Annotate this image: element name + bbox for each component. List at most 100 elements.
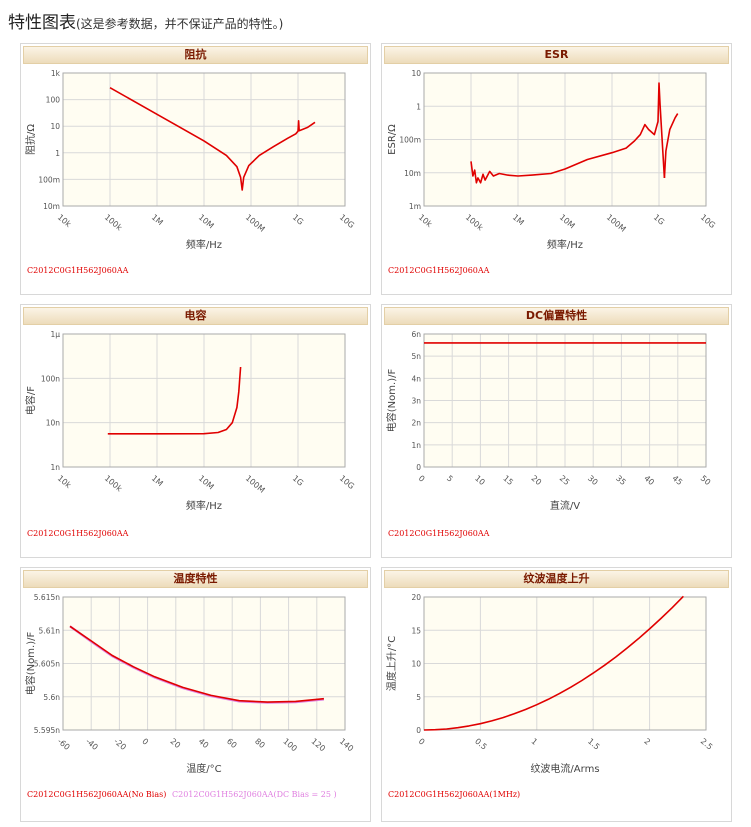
x-tick-label: 10G <box>699 213 717 230</box>
y-tick-label: 0 <box>416 726 421 735</box>
x-tick-label: -40 <box>84 737 100 752</box>
y-tick-label: 1k <box>51 69 61 78</box>
y-tick-label: 100m <box>38 175 60 184</box>
x-tick-label: 10M <box>558 213 577 231</box>
x-tick-label: 40 <box>642 474 656 487</box>
plot-frame <box>62 596 346 731</box>
x-tick-label: 0 <box>417 474 427 484</box>
y-axis-title: 电容(Nom.)/F <box>385 369 398 433</box>
y-tick-label: 6n <box>411 330 421 339</box>
panel-title: 阻抗 <box>23 46 368 64</box>
x-axis-title: 频率/Hz <box>547 238 583 251</box>
y-axis-title: 阻抗/Ω <box>24 124 37 155</box>
page-title-text: 特性图表 <box>8 13 76 33</box>
y-tick-label: 5.6n <box>43 693 60 702</box>
x-tick-label: 20 <box>169 737 183 750</box>
y-axis-title: 电容(Nom.)/F <box>24 632 37 696</box>
x-tick-label: 1G <box>291 474 305 488</box>
y-tick-label: 0 <box>416 463 421 472</box>
y-tick-label: 5.61n <box>39 626 61 635</box>
y-tick-label: 100m <box>399 136 421 145</box>
y-axis-title: 电容/F <box>24 386 37 415</box>
y-tick-label: 4n <box>411 374 421 383</box>
plot-frame <box>423 596 707 731</box>
panel-capacitance: 电容 10k 100k 1M 10M 100M 1G 10G 1n 10n 100n 1μ 频率/Hz… <box>20 304 371 558</box>
panel-title: DC偏置特性 <box>384 307 729 325</box>
x-tick-label: 30 <box>586 474 600 487</box>
x-tick-label: 100M <box>244 213 267 234</box>
x-tick-label: 2.5 <box>699 737 715 752</box>
x-axis-title: 温度/°C <box>186 762 221 775</box>
x-tick-label: 0 <box>140 737 150 747</box>
x-tick-label: 2 <box>642 737 652 747</box>
x-tick-label: 20 <box>530 474 544 487</box>
x-axis-title: 直流/V <box>550 499 580 512</box>
y-tick-label: 15 <box>411 626 421 635</box>
x-tick-label: 120 <box>310 737 327 754</box>
y-tick-label: 10 <box>50 122 60 131</box>
plot-frame <box>423 333 707 468</box>
chart-impedance: 10k 100k 1M 10M 100M 1G 10G 10m 100m 1 10 100 1k 频率/H… <box>24 69 356 251</box>
y-axis-title: 温度上升/°C <box>385 636 398 691</box>
y-tick-label: 5n <box>411 352 421 361</box>
panel-temperature: 温度特性 -60 -40 -20 0 20 40 60 80 100 120 140 5.595n 5.… <box>20 567 371 822</box>
x-tick-label: 1M <box>150 474 165 489</box>
x-tick-label: 1G <box>291 213 305 227</box>
x-tick-label: 10M <box>197 213 216 231</box>
x-tick-label: 25 <box>558 474 572 487</box>
x-tick-label: 140 <box>338 737 355 754</box>
legend-part-number: C2012C0G1H562J060AA <box>388 266 490 275</box>
y-tick-label: 10n <box>46 419 61 428</box>
panel-title: ESR <box>384 46 729 64</box>
x-tick-label: 1G <box>652 213 666 227</box>
x-tick-label: 5 <box>445 474 455 484</box>
x-tick-label: 100k <box>103 213 124 233</box>
x-tick-label: 10k <box>56 474 73 491</box>
chart-dc-bias: 0 5 10 15 20 25 30 35 40 45 50 0 1n 2n 3n 4n 5n 6n 直流/V 电容(… <box>385 330 713 512</box>
y-tick-label: 20 <box>411 593 421 602</box>
series-line <box>107 366 242 435</box>
x-tick-label: 40 <box>197 737 211 750</box>
y-tick-label: 10m <box>43 202 60 211</box>
y-tick-label: 1 <box>416 102 421 111</box>
x-tick-label: 1.5 <box>586 737 602 752</box>
x-axis-title: 频率/Hz <box>186 499 222 512</box>
legend-dc-bias: C2012C0G1H562J060AA(DC Bias = 25 ) <box>172 790 337 799</box>
y-tick-label: 1n <box>50 463 60 472</box>
x-tick-label: 10k <box>56 213 73 230</box>
x-tick-label: 10G <box>338 474 356 491</box>
y-axis-title: ESR/Ω <box>387 124 398 155</box>
panel-impedance: 阻抗 10k 100k 1M 10M 100M 1G 10G 10m 100m 1 10 100 1k 频… <box>20 43 371 295</box>
legend-part-number: C2012C0G1H562J060AA(1MHz) <box>388 790 521 799</box>
x-tick-label: 1 <box>530 737 540 747</box>
series-line <box>663 113 679 178</box>
x-axis-title: 频率/Hz <box>186 238 222 251</box>
panel-ripple-temp-rise: 纹波温度上升 0 0.5 1 1.5 2 2.5 0 5 10 15 20 纹波电流/Arms 温度上升… <box>381 567 732 822</box>
y-tick-label: 5.615n <box>34 593 60 602</box>
x-tick-label: -20 <box>112 737 128 752</box>
y-tick-label: 1μ <box>50 330 60 339</box>
x-tick-label: 35 <box>614 474 628 487</box>
chart-ripple-temp-rise: 0 0.5 1 1.5 2 2.5 0 5 10 15 20 纹波电流/Arms 温度上升/°C <box>385 593 715 775</box>
x-tick-label: 60 <box>225 737 239 750</box>
x-tick-label: 0 <box>417 737 427 747</box>
panel-esr: ESR 10k 100k 1M 10M 100M 1G 10G 1m 10m 100m 1 10 频率/… <box>381 43 732 295</box>
legend-part-number: C2012C0G1H562J060AA <box>27 529 129 538</box>
x-tick-label: -60 <box>56 737 72 752</box>
y-tick-label: 5 <box>416 693 421 702</box>
panel-title: 电容 <box>23 307 368 325</box>
y-tick-label: 100n <box>41 374 60 383</box>
chart-temperature: -60 -40 -20 0 20 40 60 80 100 120 140 5.595n 5.6n 5.6… <box>24 593 355 775</box>
x-tick-label: 1M <box>150 213 165 228</box>
plot-frame <box>62 72 346 207</box>
x-tick-label: 50 <box>699 474 713 487</box>
x-tick-label: 100 <box>281 737 298 754</box>
page-subtitle: (这是参考数据，并不保证产品的特性。) <box>76 17 284 31</box>
legend-no-bias: C2012C0G1H562J060AA(No Bias) <box>27 790 167 799</box>
x-tick-label: 10 <box>473 474 487 487</box>
legend-part-number: C2012C0G1H562J060AA <box>388 529 490 538</box>
series-line <box>109 87 316 191</box>
x-tick-label: 100M <box>605 213 628 234</box>
series-line <box>69 625 324 703</box>
panel-title: 纹波温度上升 <box>384 570 729 588</box>
